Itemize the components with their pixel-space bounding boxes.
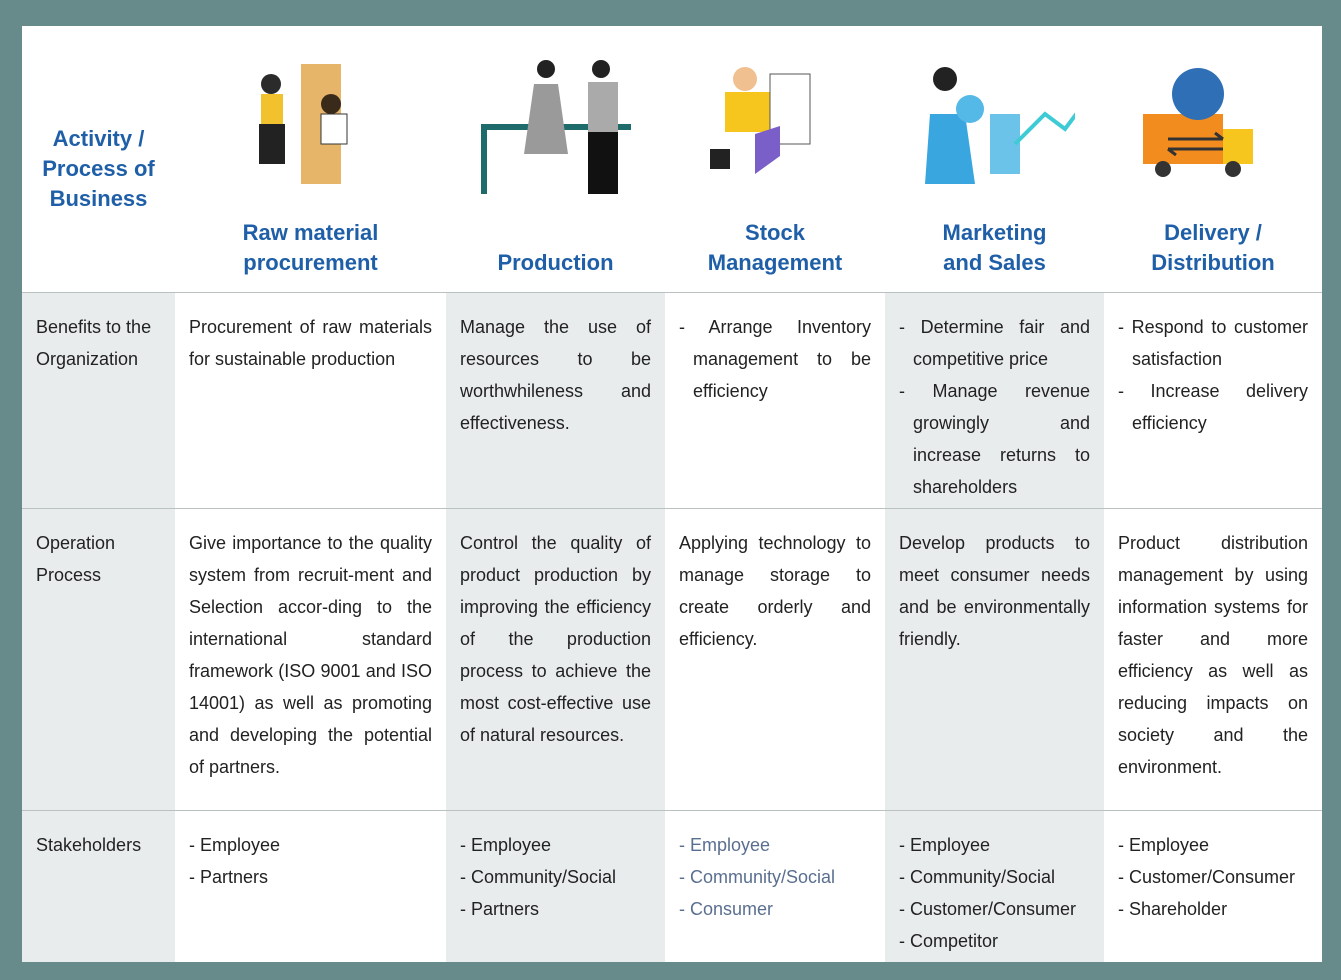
cell-text: - Community/Social <box>460 867 617 887</box>
table-cell: - Respond to customer satisfaction - Incr… <box>1104 292 1322 508</box>
illustration-graphic <box>1143 68 1253 177</box>
table-cell: Applying technology to manage storage to… <box>665 508 885 810</box>
cell-text: - Partners <box>460 899 540 919</box>
cell-text: Control the quality of product productio… <box>460 533 651 745</box>
cell-text: Give importance to the quality system fr… <box>189 533 432 777</box>
cell-text: - Determine fair and competitive price <box>899 317 1090 369</box>
cell-text: - Employee <box>679 835 771 855</box>
cell-text: Product distribution management by using… <box>1118 533 1308 777</box>
cell-text: - Arrange Inventory management to be eff… <box>679 317 871 401</box>
cell-text: - Respond to customer satisfaction <box>1118 317 1308 369</box>
table-cell: Procurement of raw materials for sustain… <box>175 292 446 508</box>
cell-text: Develop products to meet consumer needs … <box>899 533 1090 649</box>
cell-text: - Increase delivery efficiency <box>1118 381 1308 433</box>
column-header: Production <box>497 250 614 275</box>
column-header: Stock Management <box>707 220 843 275</box>
row-label: Operation Process <box>22 508 175 810</box>
cell-text: - Employee <box>460 835 552 855</box>
illustration-graphic <box>480 60 631 194</box>
cell-text: - Community/Social <box>679 867 836 887</box>
column-header: Delivery / Distribution <box>1151 220 1275 275</box>
table-cell: - Employee - Customer/Consumer - Sharehold… <box>1104 810 1322 962</box>
illustration-graphic <box>924 67 1097 184</box>
illustration-graphic <box>710 67 811 174</box>
corner-header: Activity / Process of Business <box>42 126 155 211</box>
table-cell: - Employee - Community/Social - Customer/C… <box>885 810 1104 962</box>
illustration <box>1133 54 1293 204</box>
column-header: Marketing and Sales <box>942 220 1047 275</box>
table-cell: Control the quality of product productio… <box>446 508 665 810</box>
table-cell: - Employee - Community/Social - Partners <box>446 810 665 962</box>
table-cell: Develop products to meet consumer needs … <box>885 508 1104 810</box>
cell-text: - Community/Social <box>899 867 1056 887</box>
column-header: Raw material procurement <box>242 220 379 275</box>
table-cell: - Arrange Inventory management to be eff… <box>665 292 885 508</box>
illustration <box>231 54 391 204</box>
cell-text: - Shareholder <box>1118 899 1228 919</box>
illustration-graphic <box>258 64 347 184</box>
business-table: Activity / Process of Business Raw materi… <box>22 26 1322 962</box>
table-cell: - Determine fair and competitive price - … <box>885 292 1104 508</box>
cell-text: Procurement of raw materials for sustain… <box>189 317 432 369</box>
table-cell: - Employee - Community/Social - Consumer <box>665 810 885 962</box>
cell-text: - Employee <box>1118 835 1210 855</box>
illustration <box>476 54 636 204</box>
row-label: Stakeholders <box>22 810 175 962</box>
cell-text: - Customer/Consumer <box>1118 867 1296 887</box>
cell-text: - Customer/Consumer <box>899 899 1077 919</box>
cell-text: - Consumer <box>679 899 774 919</box>
illustration <box>695 54 855 204</box>
table-cell: Give importance to the quality system fr… <box>175 508 446 810</box>
table-cell: - Employee - Partners <box>175 810 446 962</box>
cell-text: Applying technology to manage storage to… <box>679 533 871 649</box>
row-label: Benefits to the Organization <box>22 292 175 508</box>
cell-text: - Partners <box>189 867 269 887</box>
table-cell: Product distribution management by using… <box>1104 508 1322 810</box>
cell-text: - Manage revenue growingly and increase … <box>899 381 1090 497</box>
cell-text: - Competitor <box>899 931 999 951</box>
cell-text: Manage the use of resources to be worthw… <box>460 317 651 433</box>
cell-text: - Employee <box>189 835 281 855</box>
cell-text: - Employee <box>899 835 991 855</box>
illustration <box>915 54 1097 204</box>
table-cell: Manage the use of resources to be worthw… <box>446 292 665 508</box>
